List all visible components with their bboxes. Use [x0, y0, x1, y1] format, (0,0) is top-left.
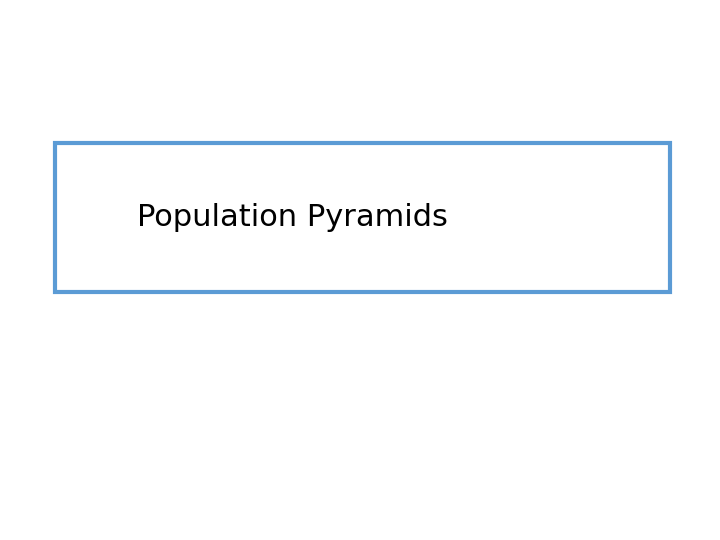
Text: Population Pyramids: Population Pyramids	[137, 203, 448, 232]
FancyBboxPatch shape	[55, 143, 670, 292]
